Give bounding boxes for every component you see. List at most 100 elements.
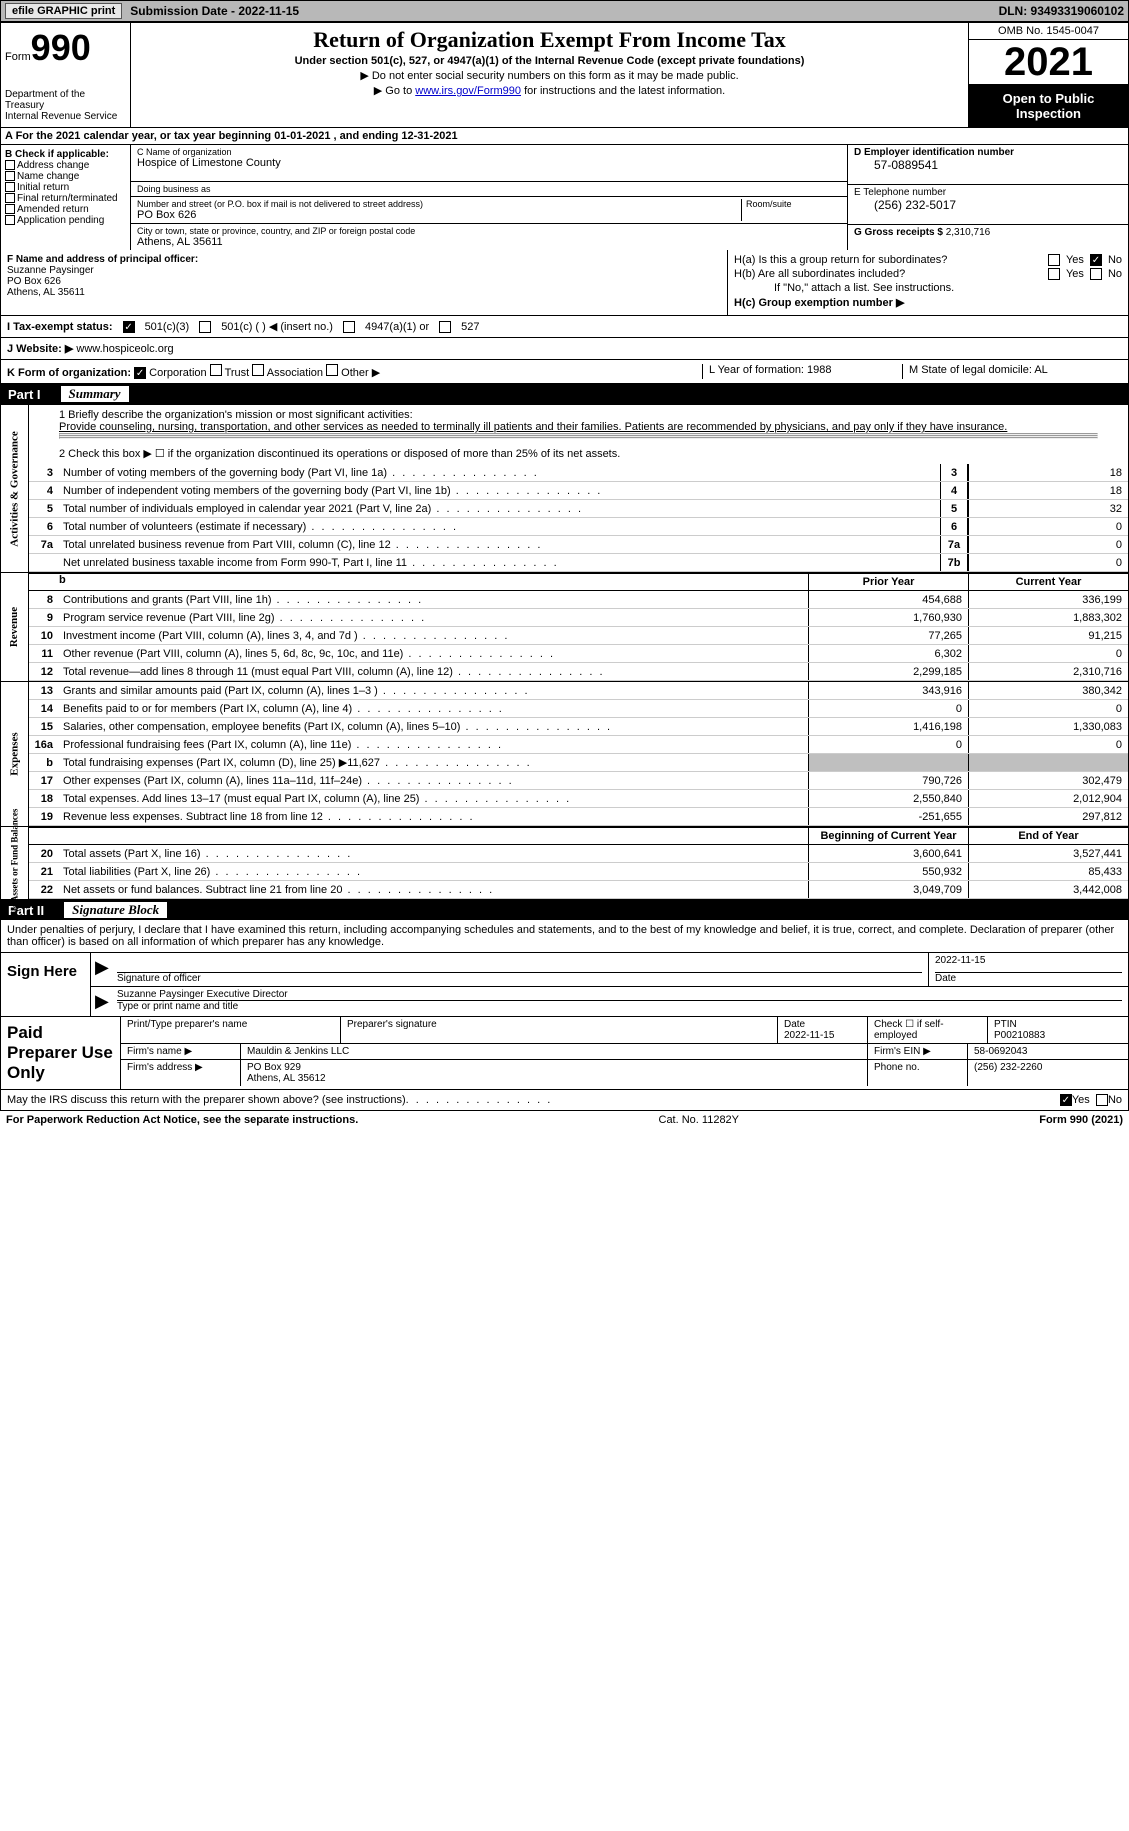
dept-treasury: Department of the Treasury Internal Reve… bbox=[5, 89, 126, 122]
summary-line: 11Other revenue (Part VIII, column (A), … bbox=[29, 645, 1128, 663]
prep-row-1: Print/Type preparer's name Preparer's si… bbox=[121, 1017, 1128, 1044]
omb-number: OMB No. 1545-0047 bbox=[969, 23, 1128, 40]
check-corporation[interactable]: ✓ bbox=[134, 367, 146, 379]
dba-label: Doing business as bbox=[137, 184, 841, 194]
summary-line: 18Total expenses. Add lines 13–17 (must … bbox=[29, 790, 1128, 808]
submission-date: Submission Date - 2022-11-15 bbox=[130, 4, 299, 18]
check-other[interactable] bbox=[326, 364, 338, 376]
open-to-public: Open to Public Inspection bbox=[969, 85, 1128, 127]
prep-date: Date 2022-11-15 bbox=[778, 1017, 868, 1043]
form-note-1: ▶ Do not enter social security numbers o… bbox=[139, 69, 960, 82]
page-footer: For Paperwork Reduction Act Notice, see … bbox=[0, 1111, 1129, 1129]
summary-net-assets: Net Assets or Fund Balances Beginning of… bbox=[0, 827, 1129, 900]
check-501c3[interactable]: ✓ bbox=[123, 321, 135, 333]
summary-line: 12Total revenue—add lines 8 through 11 (… bbox=[29, 663, 1128, 681]
check-527[interactable] bbox=[439, 321, 451, 333]
check-address-change[interactable]: Address change bbox=[5, 160, 126, 171]
irs-no[interactable] bbox=[1096, 1094, 1108, 1106]
hb-note: If "No," attach a list. See instructions… bbox=[734, 282, 1122, 294]
org-name: Hospice of Limestone County bbox=[137, 157, 841, 169]
section-fh: F Name and address of principal officer:… bbox=[0, 250, 1129, 316]
col-d: D Employer identification number 57-0889… bbox=[848, 145, 1128, 250]
ha-no[interactable]: ✓ bbox=[1090, 254, 1102, 266]
irs-link[interactable]: www.irs.gov/Form990 bbox=[415, 85, 521, 97]
col-c-org-info: C Name of organization Hospice of Limest… bbox=[131, 145, 848, 250]
dln: DLN: 93493319060102 bbox=[999, 4, 1124, 18]
check-final-return[interactable]: Final return/terminated bbox=[5, 193, 126, 204]
hb-yes[interactable] bbox=[1048, 268, 1060, 280]
form-org-label: K Form of organization: bbox=[7, 367, 131, 379]
form-title: Return of Organization Exempt From Incom… bbox=[139, 27, 960, 53]
cell-gross-receipts: G Gross receipts $ 2,310,716 bbox=[848, 225, 1128, 240]
summary-revenue: Revenue b Prior Year Current Year 8Contr… bbox=[0, 573, 1129, 682]
col-b-header: B Check if applicable: bbox=[5, 149, 126, 160]
form-note-2: ▶ Go to www.irs.gov/Form990 for instruct… bbox=[139, 84, 960, 97]
footer-right: Form 990 (2021) bbox=[1039, 1114, 1123, 1126]
line-2: 2 Check this box ▶ ☐ if the organization… bbox=[29, 443, 1128, 464]
check-trust[interactable] bbox=[210, 364, 222, 376]
col-header-1: b Prior Year Current Year bbox=[29, 573, 1128, 591]
hb-note-row: If "No," attach a list. See instructions… bbox=[734, 282, 1122, 294]
officer-label: F Name and address of principal officer: bbox=[7, 254, 198, 265]
name-label: Type or print name and title bbox=[117, 1001, 1122, 1012]
mission-label: 1 Briefly describe the organization's mi… bbox=[59, 409, 1098, 421]
irs-discuss-row: May the IRS discuss this return with the… bbox=[0, 1090, 1129, 1111]
col-header-2: Beginning of Current Year End of Year bbox=[29, 827, 1128, 845]
sign-here-label: Sign Here bbox=[1, 953, 91, 1016]
summary-line: Net unrelated business taxable income fr… bbox=[29, 554, 1128, 572]
sign-here-block: Sign Here ▶ Signature of officer 2022-11… bbox=[0, 952, 1129, 1017]
check-initial-return[interactable]: Initial return bbox=[5, 182, 126, 193]
part-1-header: Part I Summary bbox=[0, 384, 1129, 404]
section-bcd: B Check if applicable: Address change Na… bbox=[0, 145, 1129, 250]
tax-year: 2021 bbox=[969, 40, 1128, 85]
check-4947[interactable] bbox=[343, 321, 355, 333]
hb-no[interactable] bbox=[1090, 268, 1102, 280]
efile-print-button[interactable]: efile GRAPHIC print bbox=[5, 3, 122, 19]
check-501c[interactable] bbox=[199, 321, 211, 333]
prep-row-3: Firm's address ▶ PO Box 929 Athens, AL 3… bbox=[121, 1060, 1128, 1086]
irs-yes[interactable]: ✓ bbox=[1060, 1094, 1072, 1106]
summary-line: 4Number of independent voting members of… bbox=[29, 482, 1128, 500]
footer-mid: Cat. No. 11282Y bbox=[358, 1114, 1039, 1126]
summary-line: 8Contributions and grants (Part VIII, li… bbox=[29, 591, 1128, 609]
current-year-hdr: Current Year bbox=[968, 574, 1128, 590]
preparer-name-label: Print/Type preparer's name bbox=[121, 1017, 341, 1043]
summary-line: 15Salaries, other compensation, employee… bbox=[29, 718, 1128, 736]
summary-line: 10Investment income (Part VIII, column (… bbox=[29, 627, 1128, 645]
signature-field[interactable]: Signature of officer bbox=[111, 953, 928, 986]
cell-city: City or town, state or province, country… bbox=[131, 224, 847, 250]
end-year-hdr: End of Year bbox=[968, 828, 1128, 844]
firm-ein-label: Firm's EIN ▶ bbox=[868, 1044, 968, 1059]
irs-question: May the IRS discuss this return with the… bbox=[7, 1094, 406, 1106]
cell-telephone: E Telephone number (256) 232-5017 bbox=[848, 185, 1128, 225]
hb-label: H(b) Are all subordinates included? bbox=[734, 268, 1048, 280]
check-name-change[interactable]: Name change bbox=[5, 171, 126, 182]
mission-text: Provide counseling, nursing, transportat… bbox=[59, 421, 1098, 433]
tel-label: E Telephone number bbox=[854, 187, 1122, 198]
check-association[interactable] bbox=[252, 364, 264, 376]
form-990: 990 bbox=[31, 27, 91, 68]
header-right: OMB No. 1545-0047 2021 Open to Public In… bbox=[968, 23, 1128, 127]
firm-name-label: Firm's name ▶ bbox=[121, 1044, 241, 1059]
signature-date: 2022-11-15 Date bbox=[928, 953, 1128, 986]
officer-name: Suzanne Paysinger bbox=[7, 265, 721, 276]
summary-line: 5Total number of individuals employed in… bbox=[29, 500, 1128, 518]
part1-num: Part I bbox=[8, 387, 41, 402]
self-employed-check[interactable]: Check ☐ if self-employed bbox=[868, 1017, 988, 1043]
check-amended-return[interactable]: Amended return bbox=[5, 204, 126, 215]
hc-row: H(c) Group exemption number ▶ bbox=[734, 296, 1122, 309]
cell-address: Number and street (or P.O. box if mail i… bbox=[131, 197, 847, 224]
form-number: Form990 bbox=[5, 27, 126, 69]
summary-line: 7aTotal unrelated business revenue from … bbox=[29, 536, 1128, 554]
room-label: Room/suite bbox=[746, 199, 841, 209]
header-mid: Return of Organization Exempt From Incom… bbox=[131, 23, 968, 127]
form-subtitle: Under section 501(c), 527, or 4947(a)(1)… bbox=[139, 55, 960, 67]
officer-addr2: Athens, AL 35611 bbox=[7, 287, 721, 298]
row-k-form-org: K Form of organization: ✓ Corporation Tr… bbox=[0, 360, 1129, 384]
summary-line: 19Revenue less expenses. Subtract line 1… bbox=[29, 808, 1128, 826]
check-application-pending[interactable]: Application pending bbox=[5, 215, 126, 226]
year-formation: L Year of formation: 1988 bbox=[702, 364, 902, 379]
firm-ein: 58-0692043 bbox=[968, 1044, 1128, 1059]
summary-governance: Activities & Governance 1 Briefly descri… bbox=[0, 404, 1129, 573]
ha-yes[interactable] bbox=[1048, 254, 1060, 266]
